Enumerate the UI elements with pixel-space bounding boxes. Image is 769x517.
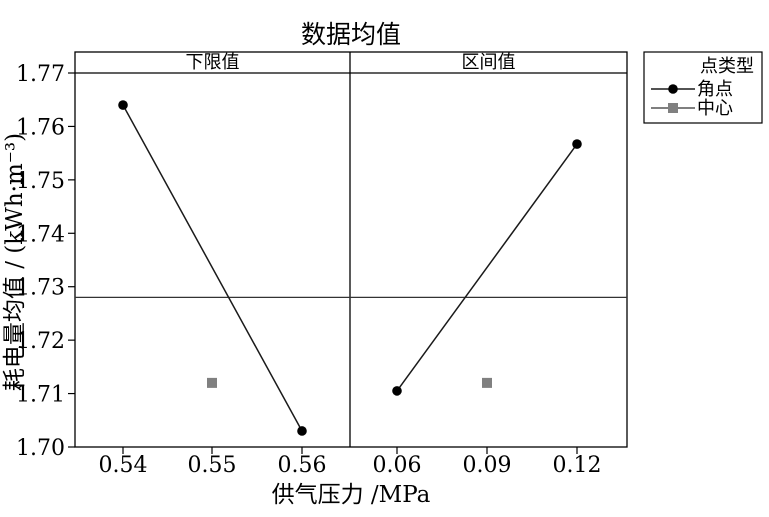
data-point-corner (297, 426, 307, 436)
x-tick-label: 0.56 (278, 453, 327, 478)
y-axis-label: 耗电量均值 / (kWh·m⁻³) (2, 133, 28, 391)
data-point-center (482, 377, 492, 388)
x-axis-label: 供气压力 /MPa (272, 482, 431, 508)
plot-frame (74, 51, 628, 448)
y-tick-label: 1.73 (16, 276, 65, 301)
y-tick-label: 1.75 (16, 169, 65, 194)
x-tick-label: 0.06 (373, 453, 422, 478)
y-tick-label: 1.70 (16, 436, 65, 461)
legend-label-corner: 角点 (697, 79, 733, 100)
x-tick-label: 0.09 (463, 453, 512, 478)
panel-header-0: 下限值 (186, 52, 240, 73)
y-tick-label: 1.71 (16, 383, 65, 408)
x-tick-label: 0.54 (99, 453, 148, 478)
legend-marker-center (668, 103, 678, 113)
panel-header-1: 区间值 (462, 52, 516, 73)
data-point-corner (572, 139, 582, 149)
legend-box (643, 51, 763, 124)
x-tick-label: 0.12 (553, 453, 602, 478)
data-point-corner (392, 386, 402, 396)
data-point-center (207, 377, 217, 388)
series-line-corner (396, 143, 578, 392)
y-tick-label: 1.76 (16, 115, 65, 140)
chart-title: 数据均值 (301, 20, 401, 49)
data-point-corner (118, 100, 128, 110)
series-line-corner (122, 104, 303, 432)
y-tick-label: 1.77 (16, 62, 65, 87)
x-tick-label: 0.55 (188, 453, 237, 478)
legend-label-center: 中心 (697, 98, 733, 119)
legend-marker-corner (668, 84, 678, 94)
y-tick-label: 1.72 (16, 329, 65, 354)
y-tick-label: 1.74 (16, 222, 65, 247)
legend-title: 点类型 (700, 56, 754, 77)
